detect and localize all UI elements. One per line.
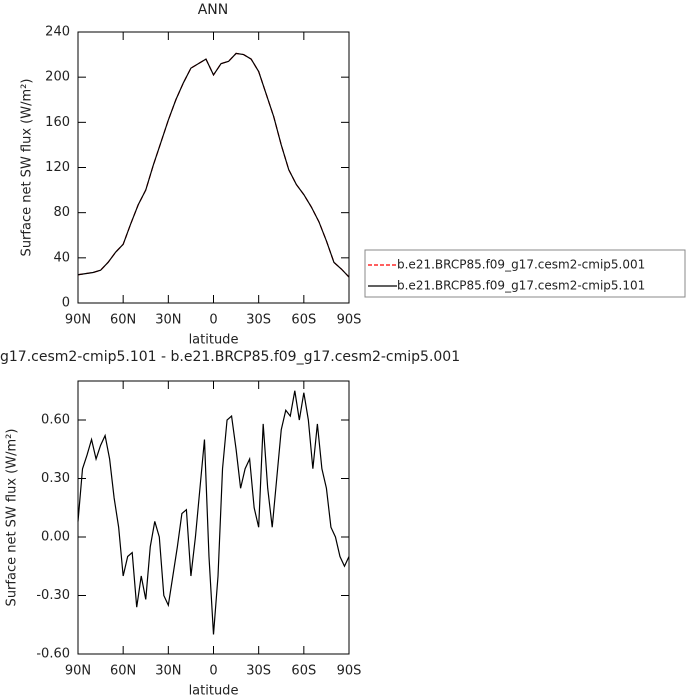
y-axis-label: Surface net SW flux (W/m²) bbox=[5, 429, 20, 607]
y-tick-label: 120 bbox=[45, 160, 70, 175]
legend-box bbox=[364, 249, 686, 298]
plot-frame bbox=[77, 380, 350, 655]
x-tick-label: 60S bbox=[291, 664, 316, 679]
x-axis-label: latitude bbox=[189, 333, 239, 348]
chart-title: g17.cesm2-cmip5.101 - b.e21.BRCP85.f09_g… bbox=[0, 349, 460, 365]
y-tick-label: 0 bbox=[62, 296, 70, 311]
x-tick-label: 0 bbox=[209, 664, 217, 679]
y-tick-label: -0.30 bbox=[36, 588, 70, 603]
y-tick-label: -0.60 bbox=[36, 647, 70, 662]
x-tick-label: 30S bbox=[246, 664, 271, 679]
legend-label: b.e21.BRCP85.f09_g17.cesm2-cmip5.001 bbox=[397, 258, 645, 272]
x-tick-label: 60S bbox=[291, 313, 316, 328]
legend-label: b.e21.BRCP85.f09_g17.cesm2-cmip5.101 bbox=[397, 279, 645, 293]
x-tick-label: 0 bbox=[209, 313, 217, 328]
x-tick-label: 90N bbox=[65, 313, 91, 328]
y-tick-label: 200 bbox=[45, 70, 70, 85]
x-tick-label: 90S bbox=[337, 313, 362, 328]
y-axis-label: Surface net SW flux (W/m²) bbox=[20, 79, 35, 257]
y-tick-label: 0.60 bbox=[41, 413, 70, 428]
data-line bbox=[77, 390, 350, 635]
chart-title: ANN bbox=[198, 2, 229, 18]
x-tick-label: 90N bbox=[65, 664, 91, 679]
plot-frame bbox=[77, 31, 350, 304]
data-line bbox=[77, 52, 350, 278]
x-axis-label: latitude bbox=[189, 684, 239, 699]
y-tick-label: 0.00 bbox=[41, 530, 70, 545]
y-tick-label: 240 bbox=[45, 25, 70, 40]
y-tick-label: 160 bbox=[45, 115, 70, 130]
y-tick-label: 40 bbox=[53, 250, 70, 265]
x-tick-label: 30S bbox=[246, 313, 271, 328]
x-tick-label: 90S bbox=[337, 664, 362, 679]
y-tick-label: 80 bbox=[53, 205, 70, 220]
y-tick-label: 0.30 bbox=[41, 471, 70, 486]
x-tick-label: 60N bbox=[110, 313, 136, 328]
data-line bbox=[77, 52, 350, 278]
x-tick-label: 30N bbox=[155, 664, 181, 679]
x-tick-label: 30N bbox=[155, 313, 181, 328]
x-tick-label: 60N bbox=[110, 664, 136, 679]
